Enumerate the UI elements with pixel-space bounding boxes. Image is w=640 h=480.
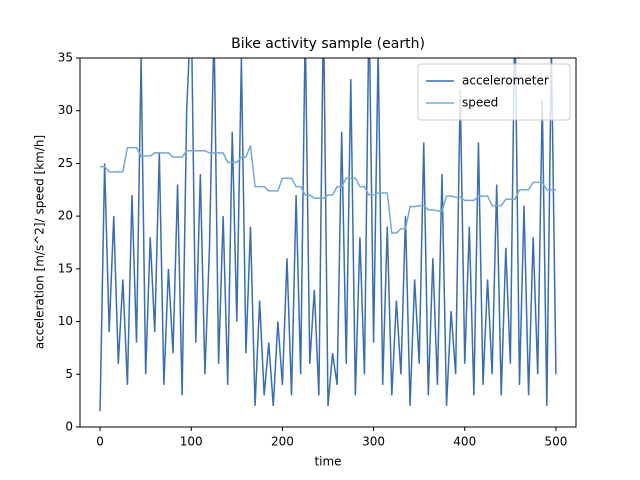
x-tick-label: 0 <box>96 435 104 449</box>
y-tick-label: 20 <box>58 209 73 223</box>
plot-frame <box>79 57 577 428</box>
y-tick-label: 5 <box>65 367 73 381</box>
x-tick-label: 300 <box>362 435 385 449</box>
y-tick-label: 0 <box>65 420 73 434</box>
y-tick-label: 10 <box>58 314 73 328</box>
legend-label: speed <box>462 96 498 110</box>
y-tick-label: 35 <box>58 51 73 65</box>
chart-title: Bike activity sample (earth) <box>231 36 425 52</box>
y-tick-label: 30 <box>58 103 73 117</box>
x-tick-label: 400 <box>453 435 476 449</box>
series-line <box>100 145 556 234</box>
series-line <box>99 58 557 412</box>
x-axis-label: time <box>314 455 341 469</box>
x-tick-label: 500 <box>544 435 567 449</box>
y-tick-label: 25 <box>58 156 73 170</box>
legend-box <box>417 63 571 121</box>
y-axis-label: acceleration [m/s^2]/ speed [km/h] <box>33 135 47 349</box>
x-tick-label: 200 <box>271 435 294 449</box>
y-tick-label: 15 <box>58 261 73 275</box>
legend-label: accelerometer <box>462 74 549 88</box>
x-tick-label: 100 <box>180 435 203 449</box>
